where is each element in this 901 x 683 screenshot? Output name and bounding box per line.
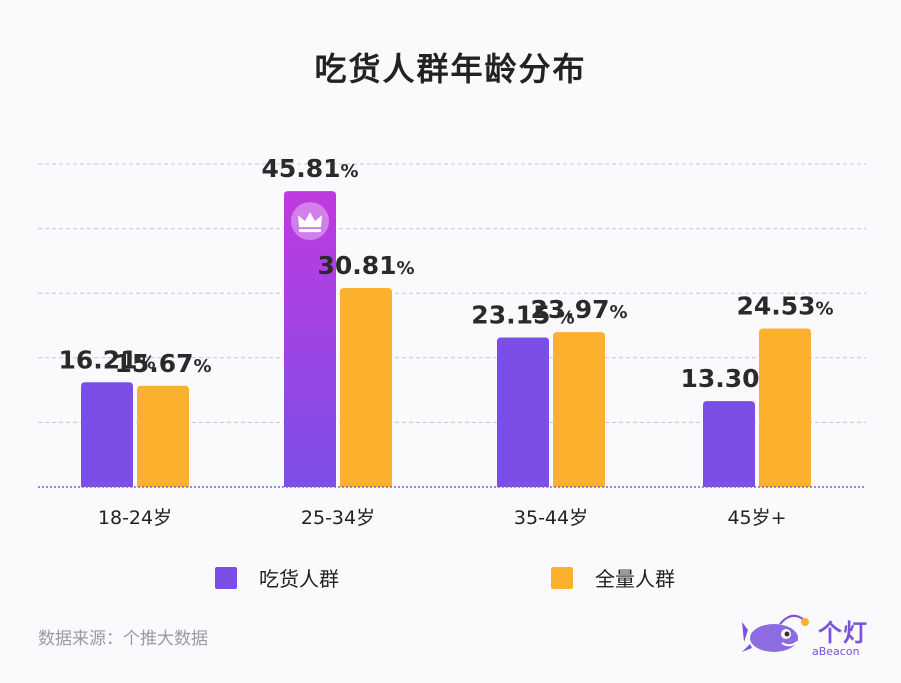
value-label: 15.67% — [114, 349, 211, 378]
crown-base — [299, 229, 321, 233]
anglerfish-logo-icon — [742, 614, 809, 652]
bar-2-1 — [137, 385, 189, 487]
value-label: 45.81% — [261, 154, 358, 183]
crown-icon — [298, 212, 322, 228]
legend-item-series-2: 全量人群 — [551, 563, 675, 592]
value-label: 23.97% — [530, 295, 627, 324]
chart-title: 吃货人群年龄分布 — [314, 50, 587, 88]
bar-1-4 — [703, 401, 755, 487]
value-label: 16.21% — [58, 345, 155, 374]
bar-2-2 — [340, 287, 392, 487]
bar-1-1 — [81, 382, 133, 487]
bar-chart: 16.21%15.67% 18-24岁 45.81% 30.81% 25-34岁 23.1… — [38, 154, 866, 529]
value-label: 24.53% — [736, 292, 833, 321]
category-label: 25-34岁 — [301, 507, 375, 529]
category-label: 45岁+ — [727, 507, 786, 529]
legend-label-series-1: 吃货人群 — [259, 567, 339, 591]
category-label: 35-44岁 — [514, 507, 588, 529]
bar-2-4 — [759, 328, 811, 487]
legend-swatch-series-1 — [215, 566, 237, 589]
brand-logo-text: 个灯 — [818, 619, 868, 647]
bar-1-2 — [284, 191, 336, 488]
legend-label-series-2: 全量人群 — [595, 567, 675, 591]
bar-1-3 — [497, 337, 549, 487]
brand-sub-text: aBeacon — [812, 645, 860, 658]
legend-item-series-1: 吃货人群 — [215, 563, 339, 592]
bar-2-3 — [553, 332, 605, 487]
value-label: 23.15 % — [471, 300, 574, 329]
category-label: 18-24岁 — [98, 507, 172, 529]
value-label: 30.81% — [317, 251, 414, 280]
legend-swatch-series-2 — [551, 566, 573, 589]
data-source-note: 数据来源：个推大数据 — [38, 629, 208, 649]
